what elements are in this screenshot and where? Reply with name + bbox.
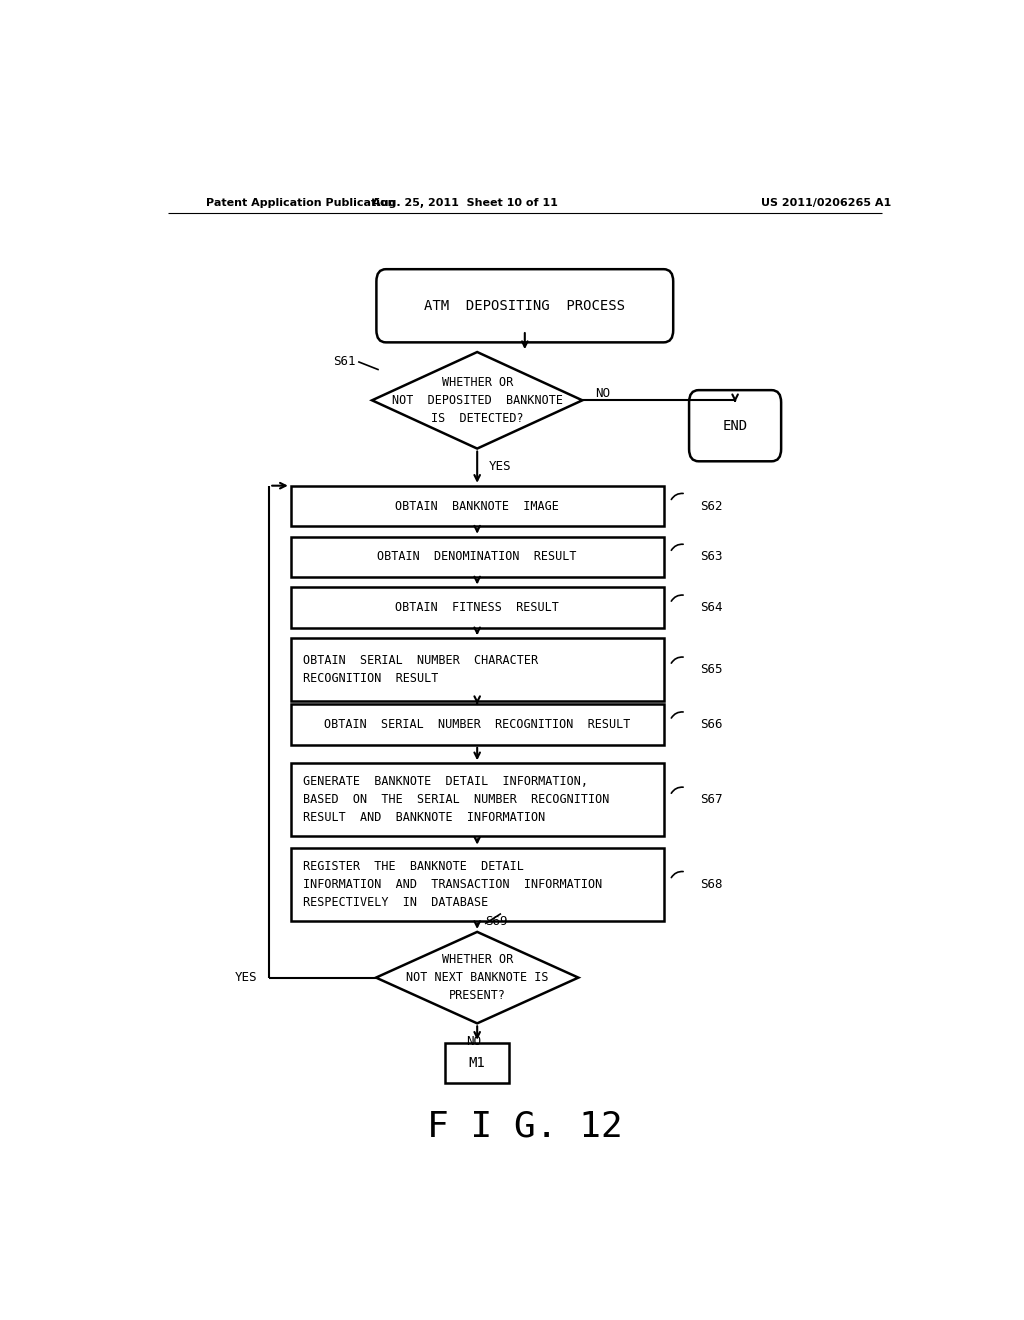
Text: S61: S61 [333, 355, 355, 368]
Text: S65: S65 [700, 663, 723, 676]
Text: S62: S62 [700, 499, 723, 512]
Text: ATM  DEPOSITING  PROCESS: ATM DEPOSITING PROCESS [424, 298, 626, 313]
Text: S66: S66 [700, 718, 723, 731]
Polygon shape [372, 352, 583, 449]
Text: S64: S64 [700, 601, 723, 614]
Bar [291, 763, 664, 837]
Bar [291, 847, 664, 921]
Bar [291, 638, 664, 701]
Bar [291, 486, 664, 527]
Polygon shape [376, 932, 579, 1023]
Text: YES: YES [489, 461, 512, 474]
Text: US 2011/0206265 A1: US 2011/0206265 A1 [761, 198, 892, 209]
Bar [445, 1043, 509, 1084]
Text: NO: NO [595, 387, 609, 400]
Text: M1: M1 [469, 1056, 485, 1071]
Bar [291, 536, 664, 577]
FancyBboxPatch shape [689, 391, 781, 461]
Text: WHETHER OR
NOT  DEPOSITED  BANKNOTE
IS  DETECTED?: WHETHER OR NOT DEPOSITED BANKNOTE IS DET… [392, 376, 562, 425]
Text: OBTAIN  BANKNOTE  IMAGE: OBTAIN BANKNOTE IMAGE [395, 499, 559, 512]
Text: YES: YES [234, 972, 257, 985]
Text: S63: S63 [700, 550, 723, 564]
Text: OBTAIN  SERIAL  NUMBER  CHARACTER
RECOGNITION  RESULT: OBTAIN SERIAL NUMBER CHARACTER RECOGNITI… [303, 655, 538, 685]
Text: NO: NO [466, 1035, 480, 1048]
Bar [291, 704, 664, 744]
Text: S68: S68 [700, 878, 723, 891]
Text: OBTAIN  FITNESS  RESULT: OBTAIN FITNESS RESULT [395, 601, 559, 614]
Text: S67: S67 [700, 793, 723, 807]
Text: F I G. 12: F I G. 12 [427, 1109, 623, 1143]
Text: OBTAIN  DENOMINATION  RESULT: OBTAIN DENOMINATION RESULT [378, 550, 577, 564]
FancyBboxPatch shape [377, 269, 673, 342]
Text: WHETHER OR
NOT NEXT BANKNOTE IS
PRESENT?: WHETHER OR NOT NEXT BANKNOTE IS PRESENT? [406, 953, 549, 1002]
Text: END: END [723, 418, 748, 433]
Text: Patent Application Publication: Patent Application Publication [206, 198, 395, 209]
Text: Aug. 25, 2011  Sheet 10 of 11: Aug. 25, 2011 Sheet 10 of 11 [373, 198, 558, 209]
Text: S69: S69 [485, 915, 508, 928]
Text: OBTAIN  SERIAL  NUMBER  RECOGNITION  RESULT: OBTAIN SERIAL NUMBER RECOGNITION RESULT [324, 718, 631, 731]
Text: GENERATE  BANKNOTE  DETAIL  INFORMATION,
BASED  ON  THE  SERIAL  NUMBER  RECOGNI: GENERATE BANKNOTE DETAIL INFORMATION, BA… [303, 775, 609, 824]
Bar [291, 587, 664, 628]
Text: REGISTER  THE  BANKNOTE  DETAIL
INFORMATION  AND  TRANSACTION  INFORMATION
RESPE: REGISTER THE BANKNOTE DETAIL INFORMATION… [303, 859, 602, 908]
